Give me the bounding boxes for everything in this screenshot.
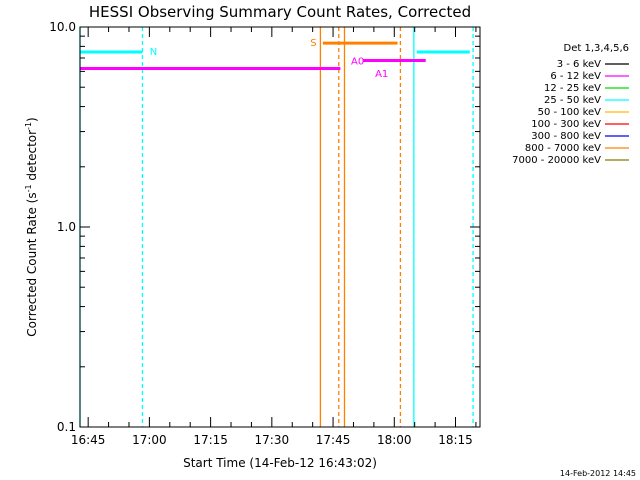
y-axis-label-sup1: -1 — [24, 184, 33, 192]
y-tick-label-1-0: 1.0 — [57, 220, 76, 234]
x-tick-label-1745: 17:45 — [316, 433, 351, 447]
legend-label-1: 6 - 12 keV — [550, 71, 601, 82]
chart-title: HESSI Observing Summary Count Rates, Cor… — [89, 3, 471, 21]
axes: 16:45 17:00 17:15 17:30 17:45 18:00 18:15 0.1 1.… — [49, 20, 480, 447]
y-tick-label-10-0: 10.0 — [49, 20, 76, 34]
y-axis-label-main: Corrected Count Rate (s — [25, 192, 39, 336]
x-tick-label-1715: 17:15 — [193, 433, 228, 447]
legend-label-6: 300 - 800 keV — [531, 131, 601, 142]
y-axis-label-mid: detector — [25, 130, 39, 185]
legend-label-3: 25 - 50 keV — [544, 95, 601, 106]
x-tick-label-1700: 17:00 — [132, 433, 167, 447]
annotation-N: N — [150, 47, 157, 58]
annotation-A1: A1 — [375, 69, 388, 80]
x-tick-label-1815: 18:15 — [438, 433, 473, 447]
x-tick-label-1730: 17:30 — [255, 433, 290, 447]
annotation-A0: A0 — [351, 56, 364, 67]
y-axis-label-end: ) — [25, 117, 39, 122]
legend-label-2: 12 - 25 keV — [544, 83, 601, 94]
legend-label-5: 100 - 300 keV — [531, 119, 601, 130]
legend-label-4: 50 - 100 keV — [538, 107, 602, 118]
legend-label-0: 3 - 6 keV — [557, 59, 601, 70]
y-axis-label-sup2: -1 — [24, 122, 33, 130]
plot-frame — [79, 26, 481, 428]
y-axis-label: Corrected Count Rate (s-1 detector-1) — [24, 117, 39, 336]
generation-timestamp: 14-Feb-2012 14:45 — [560, 469, 636, 478]
x-axis-label: Start Time (14-Feb-12 16:43:02) — [183, 456, 377, 470]
annotation-S: S — [310, 38, 316, 49]
legend-label-8: 7000 - 20000 keV — [512, 155, 601, 166]
x-tick-label-1800: 18:00 — [377, 433, 412, 447]
y-tick-label-0-1: 0.1 — [57, 420, 76, 434]
legend-title: Det 1,3,4,5,6 — [564, 43, 629, 54]
legend-label-7: 800 - 7000 keV — [525, 143, 601, 154]
plot-area: N S A0 A1 — [79, 27, 474, 427]
x-tick-label-1645: 16:45 — [71, 433, 106, 447]
